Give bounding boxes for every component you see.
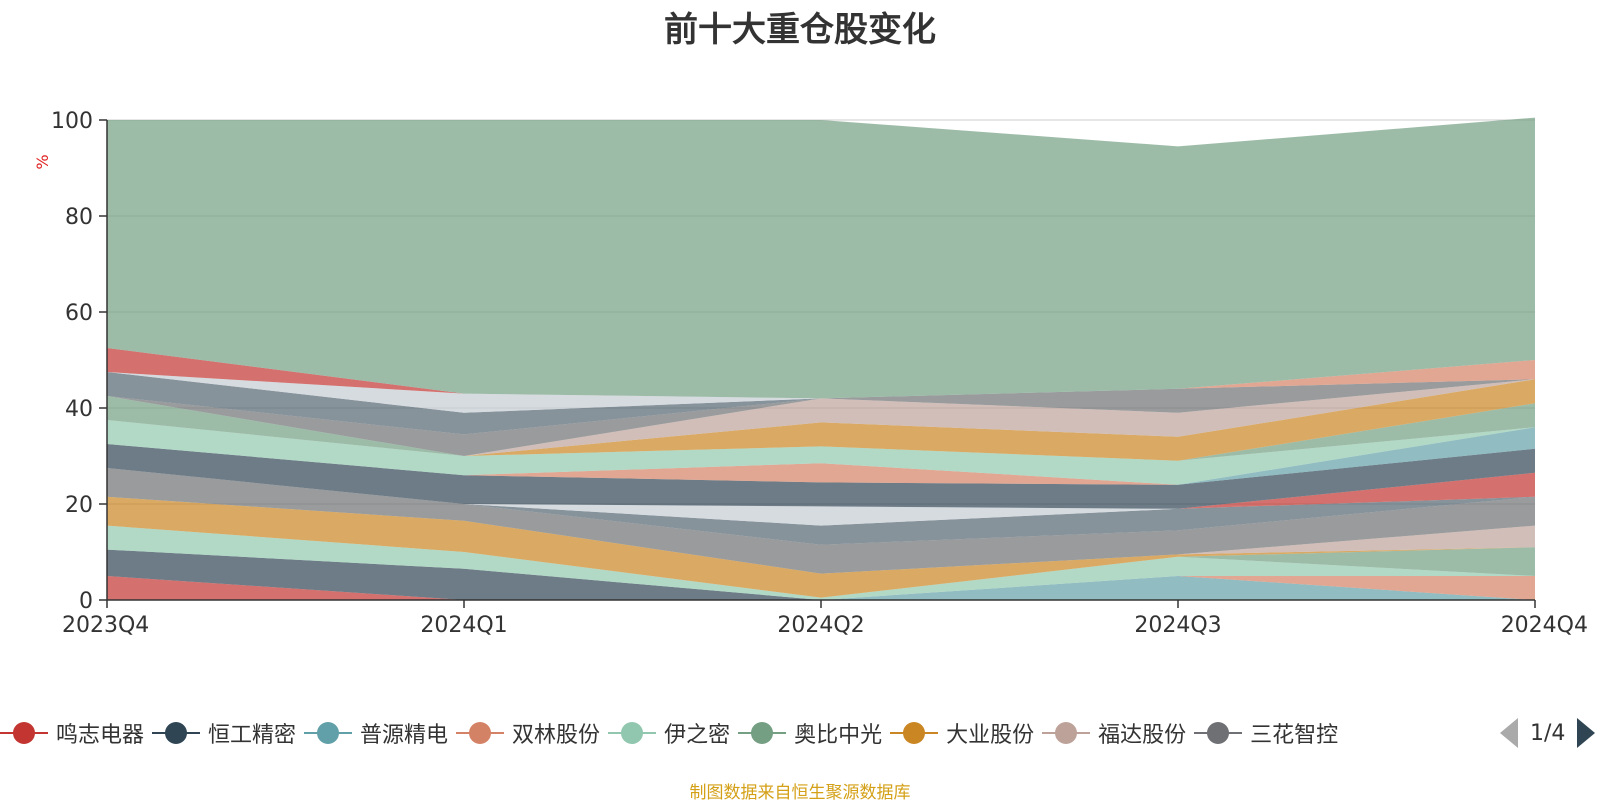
y-tick-label: 40 [65,397,93,422]
legend-label: 双林股份 [512,723,601,748]
legend-symbol-icon [608,721,657,745]
y-tick-label: 20 [65,493,93,518]
legend-symbol-icon [152,721,201,745]
legend-label: 鸣志电器 [56,723,145,748]
area-series-7 [107,496,1535,598]
legend-label: 恒工精密 [208,723,297,748]
legend: 鸣志电器 恒工精密 普源精电 双林股份 伊之密 奥比中光 大业股份 福达股份 三花智控 1/4 [0,713,1600,753]
y-tick-label: 0 [79,589,93,614]
x-tick-label: 2024Q2 [777,613,864,638]
legend-symbol-icon [456,721,505,745]
y-axis-label: % [33,154,52,169]
area-series-22 [107,372,1535,413]
x-tick-label: 2024Q3 [1134,613,1221,638]
area-series-13 [107,444,1535,509]
legend-item[interactable]: 双林股份 [456,713,600,753]
legend-prev-arrow-icon[interactable] [1500,718,1518,748]
legend-item[interactable]: 恒工精密 [152,713,296,753]
legend-label: 三花智控 [1250,723,1339,748]
area-series-19 [107,379,1535,456]
area-series-10 [107,468,1535,545]
area-series-2 [107,549,1535,600]
legend-item[interactable]: 普源精电 [304,713,448,753]
x-tick-label: 2023Q4 [62,613,149,638]
legend-label: 伊之密 [664,723,731,748]
legend-label: 普源精电 [360,723,449,748]
y-tick-label: 100 [51,109,93,134]
area-series-18 [107,379,1535,461]
legend-symbol-icon [738,721,787,745]
legend-symbol-icon [0,721,48,745]
x-tick-label: 2024Q4 [1501,613,1588,638]
area-series-27 [107,117,1535,399]
source-note: 制图数据来自恒生聚源数据库 [689,783,911,803]
legend-item[interactable]: 三花智控 [1194,713,1338,753]
axes: 0 20 40 60 80 100 2023Q4 2024Q1 2024Q2 2024Q3 2024… [51,109,1588,638]
chart-title: 前十大重仓股变化 [664,10,936,50]
area-series [107,117,1535,600]
legend-item[interactable]: 大业股份 [890,713,1034,753]
legend-items: 鸣志电器 恒工精密 普源精电 双林股份 伊之密 奥比中光 大业股份 福达股份 三花智控 [0,713,1482,753]
area-series-16 [107,420,1535,485]
legend-symbol-icon [1194,721,1243,745]
legend-symbol-icon [890,721,939,745]
y-tick-label: 80 [65,205,93,230]
legend-symbol-icon [1042,721,1091,745]
stacked-area-chart: 0 20 40 60 80 100 2023Q4 2024Q1 2024Q2 2024Q3 2024… [33,109,1588,638]
area-series-20 [107,379,1535,456]
area-series-1 [107,576,1535,600]
area-series-11 [107,468,1535,526]
area-series-3 [107,549,1535,600]
legend-item[interactable]: 福达股份 [1042,713,1186,753]
legend-page-indicator: 1/4 [1530,720,1566,746]
area-series-21 [107,372,1535,435]
area-series-9 [107,468,1535,574]
y-tick-label: 60 [65,301,93,326]
legend-label: 福达股份 [1098,723,1187,748]
area-series-15 [107,427,1535,485]
legend-item[interactable]: 伊之密 [608,713,730,753]
legend-item[interactable]: 鸣志电器 [0,713,144,753]
legend-symbol-icon [304,721,353,745]
legend-pager: 1/4 [1500,718,1596,748]
x-tick-label: 2024Q1 [420,613,507,638]
legend-label: 大业股份 [946,723,1035,748]
legend-label: 奥比中光 [794,723,883,748]
area-series-5 [107,525,1535,600]
legend-next-arrow-icon[interactable] [1577,718,1596,748]
legend-item[interactable]: 奥比中光 [738,713,882,753]
